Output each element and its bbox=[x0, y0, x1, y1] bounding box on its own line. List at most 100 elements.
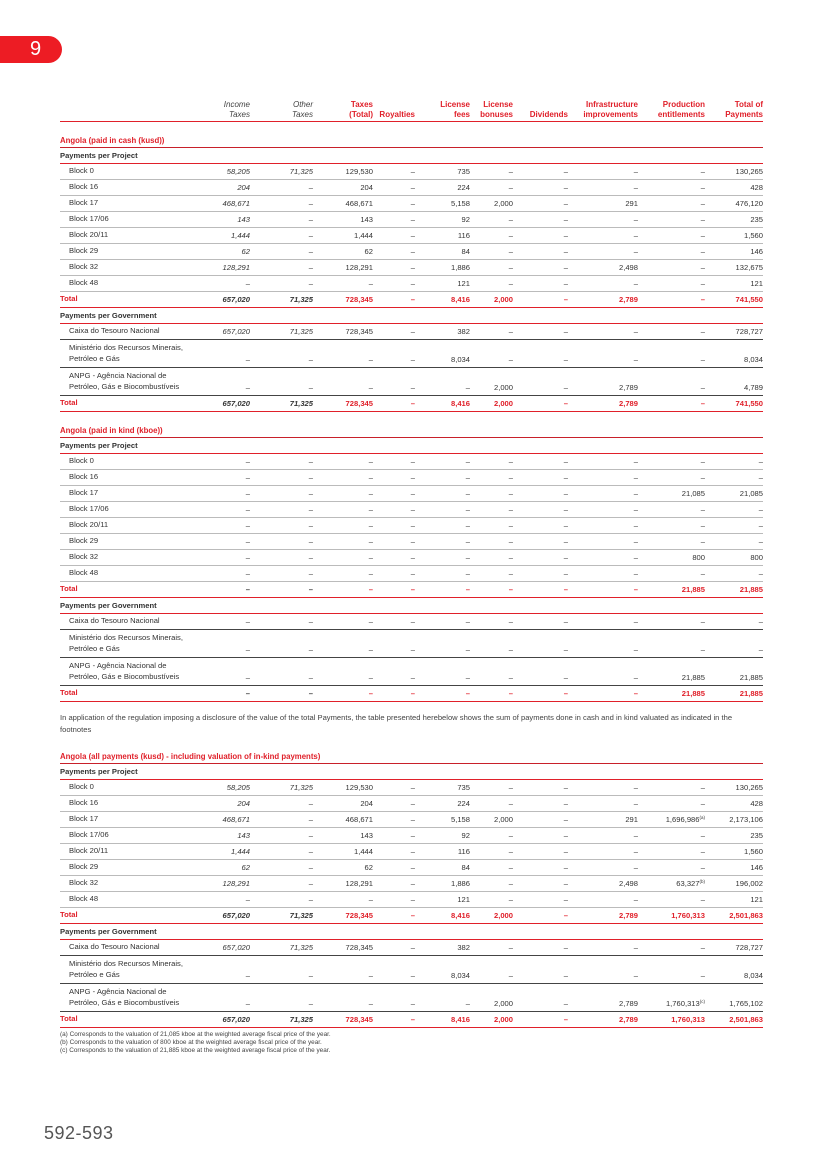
cell-value: – bbox=[508, 673, 513, 682]
cell-value: – bbox=[508, 537, 513, 546]
cell-value: – bbox=[700, 617, 705, 626]
cell-value: – bbox=[508, 263, 513, 272]
cell-value: – bbox=[410, 489, 415, 498]
cell-value: – bbox=[410, 645, 415, 654]
cell-value: – bbox=[633, 327, 638, 336]
cell-value: – bbox=[368, 617, 373, 626]
cell-value: – bbox=[410, 879, 415, 888]
cell-value: 2,000 bbox=[493, 383, 513, 392]
cell-value: – bbox=[633, 183, 638, 192]
cell-value: 1,760,313 bbox=[671, 911, 705, 920]
cell-value: – bbox=[563, 847, 568, 856]
cell-value: 143 bbox=[360, 831, 373, 840]
cell-value: – bbox=[368, 553, 373, 562]
cell-value: – bbox=[410, 399, 415, 408]
cell-value: – bbox=[368, 537, 373, 546]
cell-value: – bbox=[245, 645, 250, 654]
row-label: Block 17 bbox=[69, 198, 99, 207]
cell-value: – bbox=[465, 689, 470, 698]
table-row: Caixa do Tesouro Nacional 657,020 71,325 72… bbox=[60, 324, 763, 340]
cell-value: – bbox=[508, 863, 513, 872]
cell-value: – bbox=[308, 553, 313, 562]
table-row: Ministério dos Recursos Minerais, Petról… bbox=[60, 956, 763, 984]
cell-value: 204 bbox=[360, 183, 373, 192]
cell-value: – bbox=[700, 943, 705, 952]
row-label: Block 29 bbox=[69, 536, 99, 545]
cell-value: – bbox=[245, 617, 250, 626]
column-header-row: Income Taxes Other Taxes Taxes (Total) Royalti… bbox=[60, 98, 763, 122]
cell-value: 468,671 bbox=[222, 815, 250, 824]
cell-value: 2,789 bbox=[618, 1015, 638, 1024]
cell-value: 2,501,863 bbox=[729, 1015, 763, 1024]
row-label: Block 29 bbox=[69, 246, 99, 255]
cell-value: – bbox=[563, 263, 568, 272]
cell-value: – bbox=[465, 999, 470, 1008]
table-row: Block 29 62 – 62 – 84 – – – – 146 bbox=[60, 244, 763, 260]
cell-value: – bbox=[700, 645, 705, 654]
cell-value: 2,000 bbox=[493, 999, 513, 1008]
cell-value: – bbox=[563, 879, 568, 888]
cell-value: 204 bbox=[237, 799, 250, 808]
footnote-ref: (a) bbox=[699, 815, 706, 820]
cell-value: – bbox=[245, 569, 250, 578]
cell-value: 71,325 bbox=[289, 1015, 313, 1024]
cell-value: – bbox=[633, 585, 638, 594]
cell-value: – bbox=[368, 999, 373, 1008]
cell-value: 291 bbox=[625, 815, 638, 824]
cell-value: – bbox=[410, 863, 415, 872]
cell-value: – bbox=[308, 473, 313, 482]
table-row: Block 29 62 – 62 – 84 – – – – 146 bbox=[60, 860, 763, 876]
cell-value: – bbox=[368, 279, 373, 288]
cell-value: – bbox=[700, 399, 705, 408]
row-label: Block 17/06 bbox=[69, 830, 109, 839]
row-label: Block 16 bbox=[69, 182, 99, 191]
cell-value: – bbox=[633, 537, 638, 546]
cell-value: – bbox=[308, 617, 313, 626]
row-label: Caixa do Tesouro Nacional bbox=[69, 326, 160, 335]
cell-value: 128,291 bbox=[222, 263, 250, 272]
cell-value: 728,345 bbox=[345, 327, 373, 336]
total-row: Total 657,020 71,325 728,345 – 8,416 2,000 – 2,7… bbox=[60, 292, 763, 308]
cell-value: 128,291 bbox=[345, 879, 373, 888]
table-row: Block 32 128,291 – 128,291 – 1,886 – – 2,498 63,3… bbox=[60, 876, 763, 892]
cell-value: – bbox=[700, 263, 705, 272]
cell-value: 71,325 bbox=[289, 399, 313, 408]
cell-value: 204 bbox=[360, 799, 373, 808]
cell-value: – bbox=[563, 617, 568, 626]
group-label: Payments per Government bbox=[60, 924, 763, 940]
cell-value: 1,444 bbox=[353, 847, 373, 856]
cell-value: – bbox=[308, 489, 313, 498]
cell-value: – bbox=[245, 279, 250, 288]
table-row: Block 17 468,671 – 468,671 – 5,158 2,000 – 291 1,… bbox=[60, 812, 763, 828]
cell-value: – bbox=[508, 279, 513, 288]
cell-value: 1,760,313 bbox=[671, 1015, 705, 1024]
cell-value: – bbox=[245, 689, 250, 698]
cell-value: 21,885 bbox=[739, 673, 763, 682]
table-row: Block 17/06 – – – – – – – – – – bbox=[60, 502, 763, 518]
cell-value: – bbox=[245, 355, 250, 364]
cell-value: – bbox=[368, 457, 373, 466]
cell-value: – bbox=[410, 383, 415, 392]
cell-value: 5,158 bbox=[450, 815, 470, 824]
cell-value: – bbox=[633, 215, 638, 224]
cell-value: – bbox=[308, 231, 313, 240]
cell-value: 130,265 bbox=[735, 783, 763, 792]
section-title: Angola (paid in cash (kusd)) bbox=[60, 132, 763, 148]
cell-value: – bbox=[245, 537, 250, 546]
cell-value: – bbox=[308, 279, 313, 288]
cell-value: – bbox=[508, 457, 513, 466]
cell-value: 116 bbox=[457, 231, 470, 240]
cell-value: 146 bbox=[750, 247, 763, 256]
cell-value: 8,034 bbox=[743, 971, 763, 980]
cell-value: 2,789 bbox=[618, 999, 638, 1008]
cell-value: – bbox=[308, 879, 313, 888]
cell-value: 143 bbox=[360, 215, 373, 224]
cell-value: 128,291 bbox=[222, 879, 250, 888]
cell-value: – bbox=[465, 569, 470, 578]
cell-value: – bbox=[308, 183, 313, 192]
cell-value: – bbox=[563, 999, 568, 1008]
cell-value: – bbox=[633, 895, 638, 904]
row-label: ANPG - Agência Nacional de Petróleo, Gás… bbox=[69, 371, 180, 391]
cell-value: – bbox=[563, 943, 568, 952]
total-row: Total – – – – – – – – 21,885 21,885 bbox=[60, 582, 763, 598]
